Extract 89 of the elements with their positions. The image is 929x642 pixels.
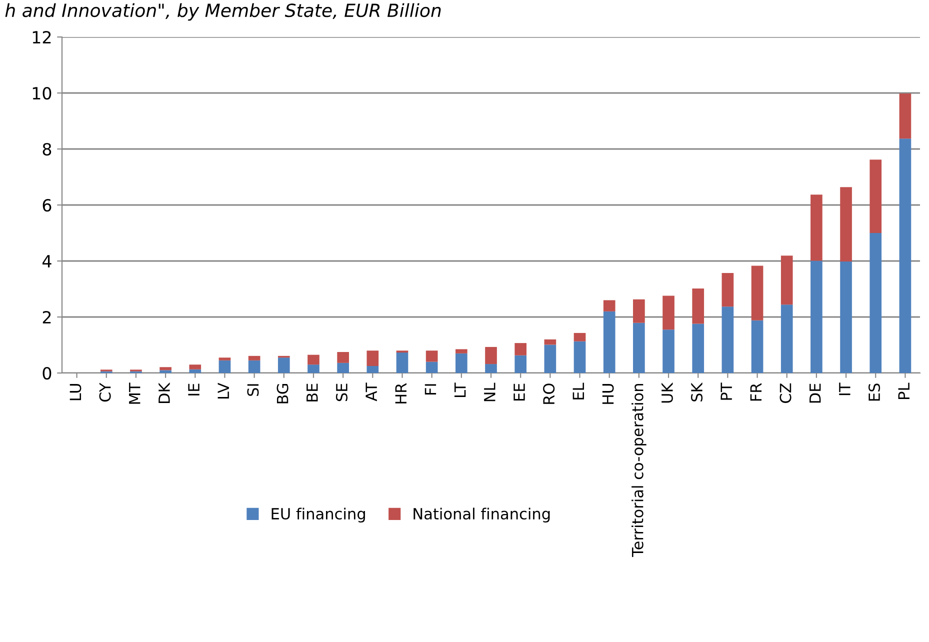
x-tick-label: EL (572, 382, 584, 400)
bar (455, 353, 468, 373)
bar (662, 296, 674, 330)
legend-label: National financing (414, 508, 550, 522)
x-tick-label: PT (720, 382, 732, 400)
y-tick-label: 10 (32, 86, 52, 100)
bar (780, 304, 793, 373)
x-tick-label: FI (424, 384, 436, 395)
x-tick-label: SI (247, 384, 259, 396)
bar (455, 349, 468, 354)
bar (574, 341, 586, 373)
bar (337, 352, 349, 363)
chart-title: h and Innovation", by Member State, EUR Billion (5, 3, 441, 21)
x-tick-label: AT (366, 382, 377, 402)
x-tick-label: SE (336, 384, 348, 402)
bar (218, 358, 231, 360)
bar (780, 256, 793, 305)
bar (633, 299, 645, 323)
bar (485, 346, 497, 364)
x-tick-label: HR (395, 383, 406, 404)
bar (870, 160, 882, 233)
bar (810, 260, 822, 373)
x-tick-label: SK (690, 382, 703, 402)
x-tick-label: FR (750, 383, 762, 401)
bar (426, 362, 438, 373)
x-tick-label: CZ (780, 383, 792, 403)
x-tick-label: DE (810, 384, 821, 403)
x-tick-label: MT (129, 382, 140, 404)
bar (722, 273, 734, 307)
x-tick-label: UK (662, 382, 673, 403)
x-tick-label: LV (218, 382, 229, 399)
x-tick-label: IT (839, 382, 850, 396)
bar (544, 344, 556, 373)
y-tick-label: 12 (32, 30, 51, 44)
x-tick-label: LU (70, 384, 82, 400)
bar (337, 362, 349, 373)
bar (810, 194, 822, 261)
bar (840, 262, 852, 373)
bar (514, 355, 527, 373)
bar (633, 322, 645, 373)
bar (396, 352, 408, 373)
bar (899, 94, 912, 139)
y-tick-label: 0 (42, 366, 52, 380)
bar (692, 288, 704, 324)
x-tick-label: BG (276, 384, 288, 404)
y-tick-label: 8 (42, 142, 52, 156)
legend-label: EU financing (272, 508, 365, 522)
x-tick-label: CY (99, 382, 111, 402)
x-tick-label: LT (454, 382, 466, 397)
bar (751, 266, 764, 320)
bar (603, 300, 616, 312)
bar (248, 356, 260, 360)
x-tick-label: RO (543, 384, 555, 404)
bar (248, 360, 260, 373)
bar (544, 339, 556, 345)
bar (308, 364, 320, 373)
bar (692, 324, 704, 373)
bar (189, 364, 202, 370)
x-tick-label: EE (514, 384, 525, 401)
x-tick-label: BE (306, 384, 318, 402)
bar (574, 332, 586, 342)
bar (160, 370, 172, 373)
x-tick-label: IE (188, 384, 200, 396)
bar (603, 311, 616, 373)
bar (189, 369, 202, 373)
bar (840, 187, 852, 262)
x-tick-label: DK (158, 382, 170, 404)
bar (870, 233, 882, 373)
bar (218, 360, 231, 373)
bar (514, 343, 527, 356)
bar (662, 330, 674, 373)
bar (160, 367, 172, 370)
x-tick-label: PL (898, 382, 910, 399)
bar (485, 364, 497, 373)
bar (751, 320, 764, 373)
x-tick-label: NL (484, 382, 496, 402)
bar (899, 138, 912, 373)
x-tick-label: Territorial co-operation (632, 384, 646, 557)
y-tick-label: 2 (42, 310, 51, 324)
bar (426, 350, 438, 362)
y-tick-label: 6 (42, 198, 52, 212)
bar (308, 354, 320, 365)
x-tick-label: ES (868, 384, 880, 401)
bar (366, 366, 379, 373)
x-tick-label: HU (602, 384, 614, 404)
y-tick-label: 4 (42, 255, 52, 268)
bar (278, 358, 290, 373)
bar (366, 350, 379, 366)
bar (722, 306, 734, 373)
